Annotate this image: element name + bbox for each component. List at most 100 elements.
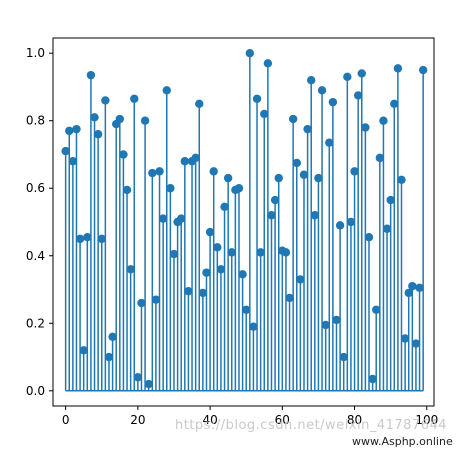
stem-marker — [79, 346, 88, 355]
stem-marker — [317, 86, 327, 95]
stem-marker — [328, 97, 338, 107]
x-tick-label: 60 — [275, 413, 290, 427]
stem-marker — [346, 217, 356, 227]
y-tick-label: 1.0 — [26, 46, 45, 60]
stem-marker — [339, 352, 348, 362]
stem-marker — [216, 265, 226, 274]
stem-marker — [361, 123, 370, 132]
stem-marker — [400, 334, 410, 343]
stem-marker — [252, 94, 262, 103]
stem-marker — [386, 195, 395, 205]
stem-marker — [108, 332, 117, 341]
x-tick-label: 100 — [415, 413, 438, 427]
stem-marker — [263, 59, 273, 68]
stem-marker — [155, 167, 164, 176]
stem-marker — [191, 153, 200, 163]
stem-marker — [382, 224, 392, 233]
stem-marker — [169, 249, 179, 259]
x-tick-label: 20 — [130, 413, 145, 427]
stem-marker — [144, 379, 153, 389]
stem-marker — [292, 158, 301, 168]
stem-marker — [368, 374, 377, 384]
stem-marker — [133, 373, 143, 382]
stem-marker — [353, 91, 363, 100]
stem-marker — [335, 221, 345, 230]
x-tick-label: 0 — [62, 413, 70, 427]
stem-marker — [205, 227, 215, 237]
stem-marker — [162, 86, 171, 95]
stem-marker — [404, 288, 413, 298]
stem-marker — [238, 270, 247, 279]
stem-marker — [180, 157, 190, 166]
stem-marker — [343, 72, 352, 82]
stem-marker — [75, 234, 85, 244]
stem-marker — [270, 195, 280, 205]
stem-marker — [408, 281, 417, 291]
stem-marker — [126, 265, 135, 274]
stem-marker — [115, 114, 125, 124]
stem-marker — [296, 275, 305, 284]
stem-marker — [137, 298, 146, 308]
stem-marker — [288, 114, 298, 124]
stem-marker — [151, 295, 161, 304]
stem-markers — [61, 48, 428, 389]
x-tick-label: 80 — [347, 413, 362, 427]
stem-marker — [209, 167, 218, 176]
stem-marker — [101, 96, 110, 105]
stem-marker — [332, 315, 341, 325]
stem-marker — [234, 184, 244, 193]
stem-marker — [393, 64, 403, 73]
stem-marker — [364, 232, 374, 242]
stem-marker — [90, 113, 99, 122]
stem-marker — [274, 173, 283, 183]
y-tick-label: 0.8 — [26, 114, 45, 128]
stem-marker — [249, 322, 258, 331]
y-tick-label: 0.0 — [26, 384, 45, 398]
stem-marker — [314, 173, 323, 183]
watermark-site: www.Asphp.online — [352, 435, 453, 448]
stem-marker — [390, 99, 399, 109]
stem-marker — [61, 146, 70, 156]
stem-marker — [281, 248, 291, 257]
stem-marker — [245, 48, 255, 58]
stem-marker — [379, 116, 388, 125]
stem-marker — [397, 175, 406, 184]
stem-marker — [299, 170, 309, 179]
stem-marker — [86, 70, 96, 80]
y-tick-label: 0.2 — [26, 316, 45, 330]
stem-marker — [375, 153, 385, 163]
stem-marker — [415, 283, 424, 293]
stem-marker — [195, 99, 204, 109]
stem-marker — [130, 94, 139, 103]
stem-marker — [93, 130, 103, 139]
stem-marker — [303, 124, 312, 134]
stem-marker — [350, 167, 359, 176]
stem-marker — [68, 157, 78, 166]
stem-marker — [321, 320, 330, 330]
stem-marker — [242, 305, 251, 314]
axes: 0 20 40 60 80 100 0.0 0.2 0.4 0.6 0.8 1.0 — [26, 37, 438, 427]
stem-marker — [310, 211, 320, 220]
stem-marker — [72, 124, 81, 134]
stem-marker — [223, 173, 233, 183]
stem-marker — [202, 268, 211, 277]
stem-marker — [256, 248, 265, 257]
y-tick-label: 0.6 — [26, 181, 45, 195]
stem-marker — [198, 288, 208, 298]
y-tick-label: 0.4 — [26, 249, 45, 263]
stem-marker — [325, 138, 334, 147]
stem-marker — [285, 293, 294, 303]
stem-marker — [213, 243, 222, 252]
stem-marker — [119, 150, 128, 159]
stem-marker — [166, 184, 175, 193]
stem-marker — [122, 185, 132, 195]
stem-marker — [83, 232, 92, 242]
stem-marker — [260, 109, 269, 119]
plot-frame — [52, 37, 435, 407]
x-tick-label: 40 — [202, 413, 217, 427]
stem-marker — [65, 126, 74, 136]
stem-marker — [372, 305, 381, 314]
stem-marker — [307, 76, 316, 85]
stem-marker — [97, 234, 106, 244]
